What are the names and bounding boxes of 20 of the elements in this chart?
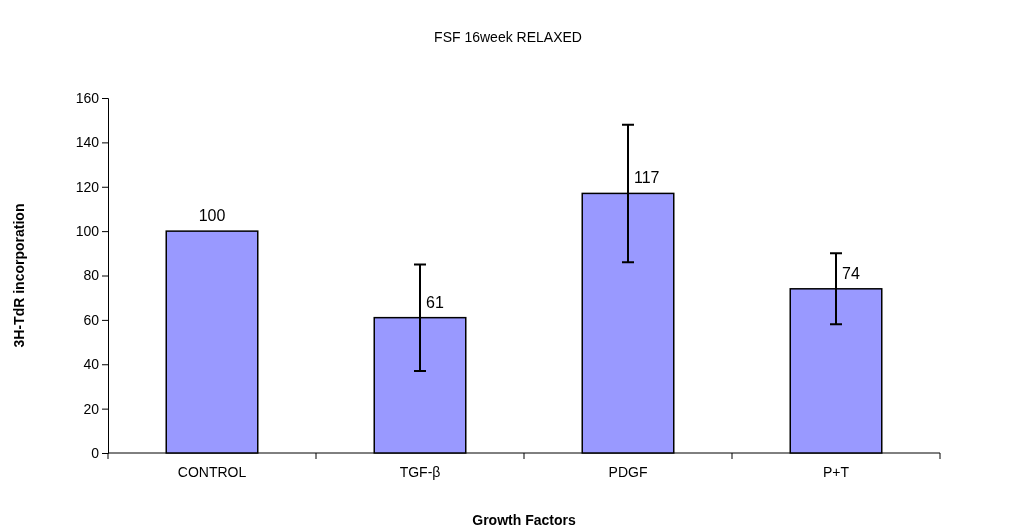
data-label: 61 [426,293,444,311]
data-label: 100 [198,207,226,225]
y-tick-label: 40 [83,356,100,373]
y-axis-title: 3H-TdR incorporation [11,203,27,348]
x-tick-label: P+T [822,463,850,480]
y-tick-label: 60 [83,311,100,328]
chart-title: FSF 16week RELAXED [434,29,582,45]
y-tick-label: 140 [75,134,100,151]
x-tick-label: TGF-β [399,463,441,480]
x-tick-label: PDGF [608,463,648,480]
y-tick-label: 100 [75,223,100,240]
y-tick-label: 120 [75,178,100,195]
y-tick-label: 20 [83,400,100,417]
data-label: 74 [842,264,860,282]
y-tick-label: 160 [75,89,100,106]
y-tick-label: 80 [83,267,100,284]
x-axis-title: Growth Factors [472,512,576,528]
x-tick-label: CONTROL [177,463,247,480]
data-label: 117 [634,169,660,187]
y-tick-label: 0 [91,444,100,461]
